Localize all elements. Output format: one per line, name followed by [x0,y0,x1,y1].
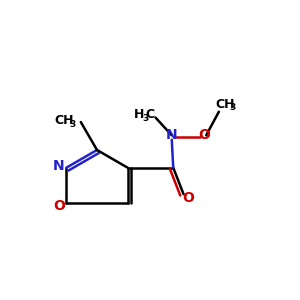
Text: CH: CH [215,98,235,111]
Text: C: C [146,108,155,121]
Text: 3: 3 [230,103,236,112]
Text: O: O [53,199,65,213]
Text: H: H [134,108,145,121]
Text: 3: 3 [142,114,148,123]
Text: 3: 3 [69,120,76,129]
Text: CH: CH [55,114,74,127]
Text: O: O [182,191,194,205]
Text: O: O [198,128,210,142]
Text: N: N [166,128,178,142]
Text: N: N [52,159,64,173]
